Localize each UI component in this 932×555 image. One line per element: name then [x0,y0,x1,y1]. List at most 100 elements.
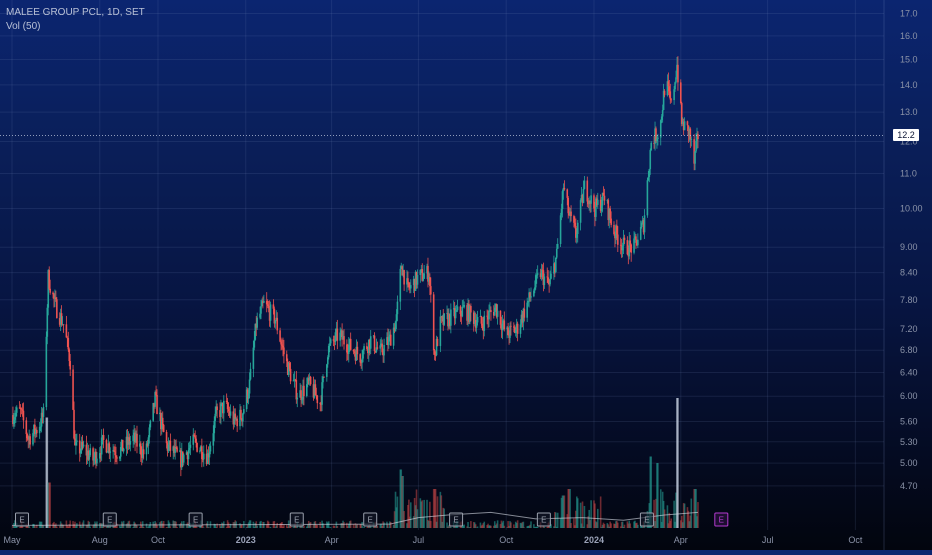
candle-body [357,347,359,354]
chart-legend: MALEE GROUP PCL, 1D, SET Vol (50) [6,6,145,34]
volume-bar [123,521,125,528]
y-tick-label: 17.0 [900,9,918,19]
x-tick-label: Apr [325,535,339,545]
candle-body [150,421,152,428]
candle-body [236,419,238,427]
y-tick-label: 5.60 [900,417,918,427]
candle-body [597,200,599,205]
volume-bar [89,527,91,528]
candle-body [549,279,551,285]
x-tick-label: Oct [151,535,166,545]
volume-bar [569,489,571,528]
volume-bar [83,520,85,528]
symbol-title[interactable]: MALEE GROUP PCL, 1D, SET [6,6,145,20]
candle-body [662,110,664,117]
candle-body [383,345,385,355]
volume-bar [617,523,619,528]
candle-body [350,339,352,350]
y-tick-label: 5.30 [900,437,918,447]
volume-bar [584,506,586,528]
y-tick-label: 4.70 [900,481,918,491]
y-tick-label: 11.0 [900,168,917,178]
candle-body [254,340,256,348]
volume-bar [437,496,439,528]
earnings-marker-label: E [453,516,458,525]
x-tick-label: 2023 [236,535,256,545]
volume-bar [670,518,672,528]
volume-bar [176,527,178,528]
candle-body [216,407,218,411]
candle-body [390,335,392,346]
candle-body [195,439,197,443]
volume-bar [69,520,71,528]
volume-bar [361,522,363,528]
candle-body [570,212,572,217]
candle-body [537,273,539,274]
y-tick-label: 6.80 [900,345,918,355]
candle-body [49,289,51,293]
candle-body [557,244,559,249]
volume-bar [570,523,572,528]
volume-bar [417,509,419,528]
x-tick-label: Jul [413,535,425,545]
candle-body [109,451,111,452]
candle-body [36,430,38,433]
candle-body [63,324,65,325]
volume-bar [156,525,158,528]
candle-body [270,304,272,320]
last-price-tag: 12.2 [893,129,919,141]
volume-bar [423,500,425,528]
volume-bar [410,502,412,528]
candle-body [462,307,464,316]
candle-body [510,326,512,327]
candle-body [677,65,679,83]
candle-body [530,296,532,297]
candle-body [650,143,652,150]
candle-body [143,449,145,454]
candle-body [422,279,424,281]
candle-body [26,420,28,434]
volume-bar [34,526,36,528]
volume-bar [357,524,359,528]
candle-body [170,441,172,451]
candle-body [136,434,138,447]
volume-bar [383,522,385,528]
x-tick-label: Oct [499,535,514,545]
volume-bar [316,525,318,528]
candle-body [690,139,692,140]
volume-bar [610,523,612,528]
candle-body [610,219,612,225]
volume-indicator-label[interactable]: Vol (50) [6,20,145,34]
candle-body [276,318,278,331]
candle-body [116,457,118,458]
earnings-marker-label: E [19,516,24,525]
candle-body [223,401,225,413]
candle-body [46,337,48,407]
x-tick-label: Aug [92,535,108,545]
volume-bar [170,526,172,528]
candle-body [156,395,158,414]
candle-body [330,339,332,343]
volume-bar [497,520,499,528]
candle-body [617,235,619,245]
candle-body [263,301,265,303]
volume-bar [276,523,278,528]
y-tick-label: 16.0 [900,31,918,41]
candle-body [635,236,637,239]
volume-bar [557,513,559,528]
volume-bar [397,497,399,528]
candle-body [43,407,45,417]
candle-body [550,274,552,279]
candle-body [296,398,298,400]
candle-body [250,369,252,380]
y-tick-label: 5.00 [900,458,918,468]
volume-bar [490,526,492,528]
volume-bar [637,525,639,528]
volume-bar [256,526,258,528]
volume-bar [677,398,679,528]
candle-body [242,413,244,421]
price-lines [0,135,884,525]
volume-bar [463,525,465,528]
